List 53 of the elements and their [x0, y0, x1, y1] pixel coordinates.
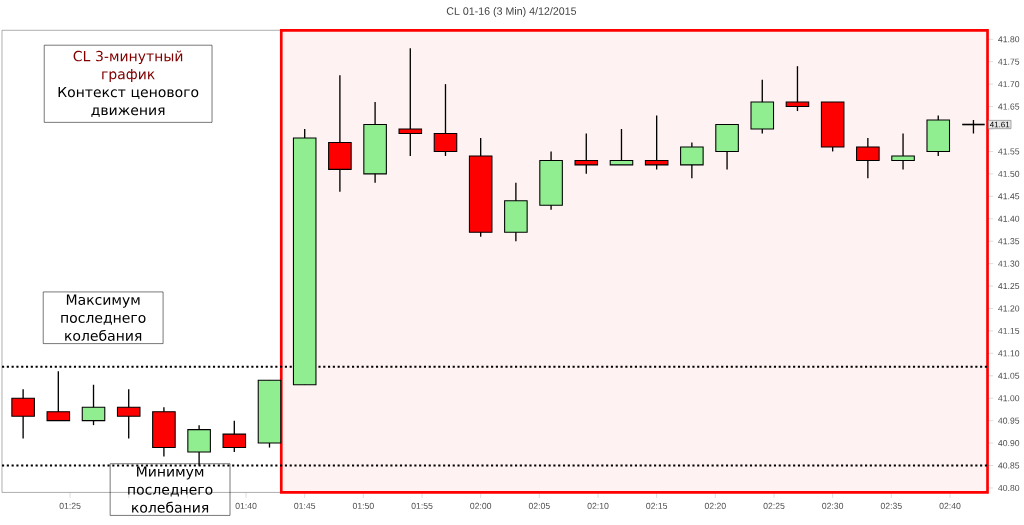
candlestick: [891, 132, 915, 170]
x-tick-label: 02:00: [470, 502, 492, 509]
y-tick-label: 40.90: [998, 439, 1020, 446]
x-tick-label: 02:35: [880, 502, 902, 509]
candlestick: [856, 137, 880, 179]
annotation: CL 3-минутный график: [73, 50, 183, 82]
x-tick-label: 02:25: [763, 502, 785, 509]
y-tick-label: 40.85: [998, 462, 1020, 469]
ref-line-label: Минимум последнего колебания: [128, 466, 213, 513]
y-tick-label: 41.40: [998, 215, 1020, 222]
x-tick-label: 02:15: [646, 502, 668, 509]
annotation: Контекст ценового движения: [58, 86, 199, 117]
y-tick-label: 41.10: [998, 350, 1020, 357]
y-tick-label: 40.80: [998, 484, 1020, 491]
candlestick: [116, 388, 141, 440]
x-tick-label: 02:40: [939, 502, 961, 509]
candlestick: [11, 388, 35, 440]
x-tick-label: 02:20: [704, 502, 726, 509]
y-tick-label: 41.45: [998, 193, 1020, 200]
x-tick-label: 01:55: [411, 502, 433, 509]
y-tick-label: 41.70: [998, 80, 1020, 88]
candlestick: [574, 132, 599, 175]
x-tick-label: 02:10: [587, 502, 609, 509]
y-tick-label: 41.50: [998, 170, 1020, 177]
y-tick-label: 41.05: [998, 372, 1020, 379]
x-tick-label: 01:40: [235, 502, 257, 509]
x-tick-label: 02:30: [822, 502, 844, 509]
candlestick: [398, 47, 423, 157]
y-tick-label: 41.15: [998, 327, 1020, 334]
y-tick-label: 41.75: [998, 58, 1020, 65]
y-tick-label: 41.30: [998, 260, 1020, 267]
candlestick: [46, 370, 71, 422]
candlestick: [644, 114, 669, 170]
y-tick-label: 41.80: [998, 36, 1020, 43]
ref-line-label: Максимум последнего колебания: [61, 294, 146, 341]
y-tick-label: 41.55: [998, 148, 1020, 155]
candlestick: [81, 383, 106, 426]
candlestick: [609, 128, 634, 166]
y-tick-label: 41.35: [998, 237, 1020, 245]
y-tick-label: 41.00: [998, 394, 1020, 402]
x-tick-label: 01:45: [294, 502, 316, 509]
candlestick: [433, 83, 458, 157]
x-tick-label: 01:25: [59, 502, 81, 509]
y-tick-label: 40.95: [998, 417, 1020, 424]
candlestick: [222, 419, 247, 453]
y-tick-label: 41.20: [998, 305, 1020, 312]
candlestick: [785, 65, 810, 112]
candlestick: [680, 141, 704, 179]
chart-title: CL 01-16 (3 Min) 4/12/2015: [446, 6, 577, 17]
y-tick-label: 41.25: [998, 282, 1020, 289]
x-tick-label: 01:50: [352, 502, 374, 509]
x-tick-label: 02:05: [528, 502, 550, 509]
y-tick-label: 41.65: [998, 103, 1020, 110]
